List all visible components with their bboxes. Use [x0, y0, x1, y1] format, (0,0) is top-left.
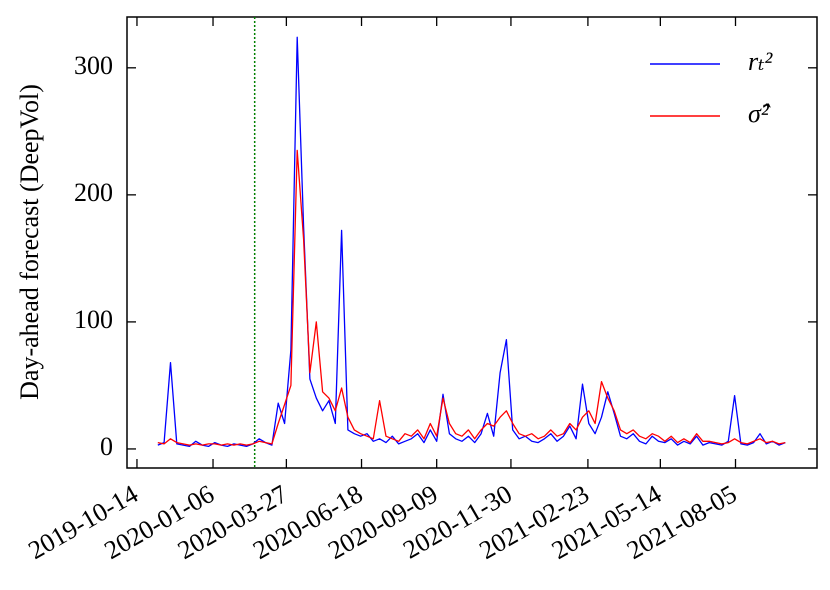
plot-frame [126, 16, 818, 469]
series-line [157, 149, 786, 446]
legend-label: rₜ² [748, 47, 774, 76]
series-line [157, 36, 786, 448]
legend-label: σ̂² [748, 99, 771, 128]
y-axis-label: Day-ahead forecast (DeepVol) [15, 84, 44, 400]
y-tick-label: 0 [100, 432, 113, 461]
y-tick-label: 100 [74, 305, 113, 334]
y-tick-label: 200 [74, 178, 113, 207]
y-tick-label: 300 [74, 51, 113, 80]
